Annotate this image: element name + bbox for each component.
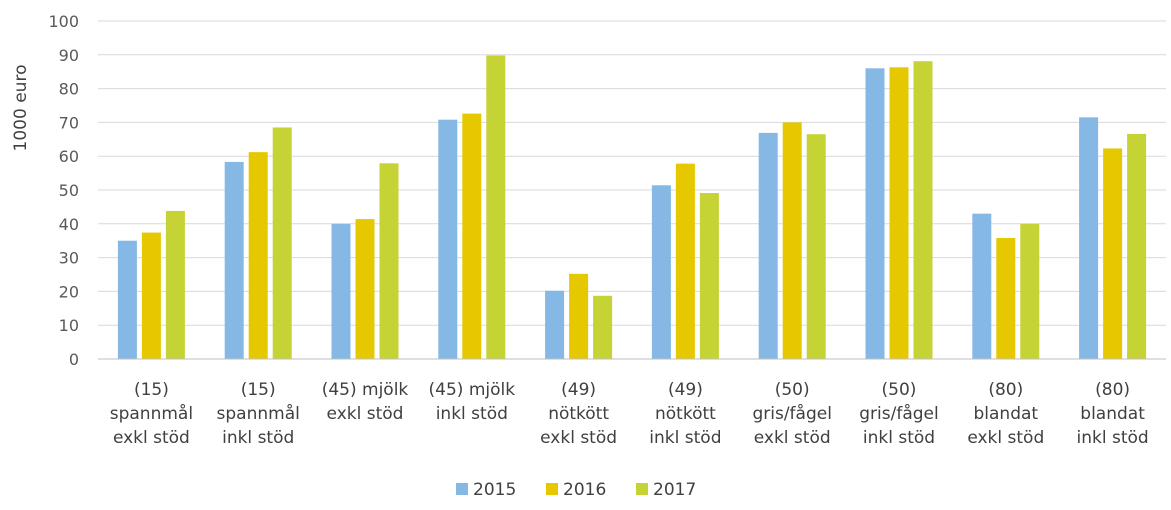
bar-2016-1 xyxy=(248,152,268,359)
bar-2017-8 xyxy=(1020,223,1040,359)
x-tick-label: (50) xyxy=(775,380,810,400)
bar-2017-7 xyxy=(913,61,933,360)
legend-label: 2015 xyxy=(473,480,516,500)
legend-label: 2016 xyxy=(563,480,606,500)
bar-2016-7 xyxy=(889,67,909,359)
x-tick-label: (45) mjölk xyxy=(322,380,409,400)
bar-2016-8 xyxy=(996,237,1016,359)
bar-2015-4 xyxy=(545,290,565,359)
bar-2015-8 xyxy=(972,213,992,359)
bar-2016-4 xyxy=(569,273,589,359)
x-tick-label: (49) xyxy=(668,380,703,400)
bar-2017-0 xyxy=(165,210,185,359)
bar-2015-1 xyxy=(224,161,244,359)
x-tick-label: inkl stöd xyxy=(436,404,508,424)
bar-2015-9 xyxy=(1079,117,1099,359)
bar-2017-1 xyxy=(272,127,292,359)
y-tick-label: 0 xyxy=(69,350,79,369)
x-tick-label: exkl stöd xyxy=(967,428,1044,448)
x-tick-label: (15) xyxy=(241,380,276,400)
bar-2015-5 xyxy=(651,185,671,359)
bar-2015-0 xyxy=(117,240,137,359)
x-tick-label: inkl stöd xyxy=(649,428,721,448)
x-tick-label: gris/fågel xyxy=(752,403,831,424)
bar-2017-9 xyxy=(1127,133,1147,359)
x-tick-label: nötkött xyxy=(655,404,716,424)
legend: 2015 2016 2017 xyxy=(456,480,696,500)
x-tick-label: blandat xyxy=(974,404,1039,424)
bar-2016-0 xyxy=(141,232,161,359)
bar-2017-4 xyxy=(593,295,613,359)
bar-2016-5 xyxy=(675,163,695,359)
x-tick-label: (45) mjölk xyxy=(429,380,516,400)
x-tick-label: (80) xyxy=(988,380,1023,400)
axes: 0 10 20 30 40 50 60 70 80 90 100 (15) spannmål exkl s… xyxy=(48,12,1166,448)
y-tick-label: 10 xyxy=(59,316,79,335)
y-tick-label: 90 xyxy=(59,46,79,65)
y-tick-label: 100 xyxy=(48,12,79,31)
bar-2016-9 xyxy=(1103,148,1123,359)
legend-swatch-2015 xyxy=(456,483,468,495)
x-tick-label: exkl stöd xyxy=(540,428,617,448)
x-tick-label: exkl stöd xyxy=(754,428,831,448)
y-tick-label: 30 xyxy=(59,249,79,268)
x-tick-label: (50) xyxy=(882,380,917,400)
y-tick-label: 40 xyxy=(59,215,79,234)
legend-label: 2017 xyxy=(653,480,696,500)
bar-2016-6 xyxy=(782,122,802,360)
x-tick-label: spannmål xyxy=(217,403,300,424)
x-tick-label: gris/fågel xyxy=(859,403,938,424)
bar-2015-6 xyxy=(758,132,778,359)
x-tick-label: exkl stöd xyxy=(113,428,190,448)
bar-2017-2 xyxy=(379,163,399,359)
y-tick-label: 70 xyxy=(59,113,79,132)
y-tick-label: 60 xyxy=(59,147,79,166)
x-tick-label: blandat xyxy=(1080,404,1145,424)
x-tick-label: (49) xyxy=(561,380,596,400)
y-axis-title: 1000 euro xyxy=(11,65,31,152)
bar-2016-2 xyxy=(355,219,375,359)
bar-2015-2 xyxy=(331,223,351,359)
y-tick-label: 80 xyxy=(59,80,79,99)
legend-swatch-2016 xyxy=(546,483,558,495)
x-tick-label: spannmål xyxy=(110,403,193,424)
x-tick-label: inkl stöd xyxy=(222,428,294,448)
bar-2016-3 xyxy=(462,113,482,359)
x-tick-label: (80) xyxy=(1095,380,1130,400)
bar-2015-3 xyxy=(438,119,458,359)
x-tick-label: inkl stöd xyxy=(863,428,935,448)
bar-2015-7 xyxy=(865,68,885,359)
x-tick-label: (15) xyxy=(134,380,169,400)
bar-2017-3 xyxy=(486,55,506,359)
bar-2017-6 xyxy=(806,134,826,359)
legend-swatch-2017 xyxy=(636,483,648,495)
x-tick-label: inkl stöd xyxy=(1077,428,1149,448)
x-tick-label: nötkött xyxy=(548,404,609,424)
y-tick-label: 20 xyxy=(59,282,79,301)
y-tick-label: 50 xyxy=(59,181,79,200)
x-tick-label: exkl stöd xyxy=(327,404,404,424)
bar-2017-5 xyxy=(699,193,719,359)
bars xyxy=(117,55,1147,360)
